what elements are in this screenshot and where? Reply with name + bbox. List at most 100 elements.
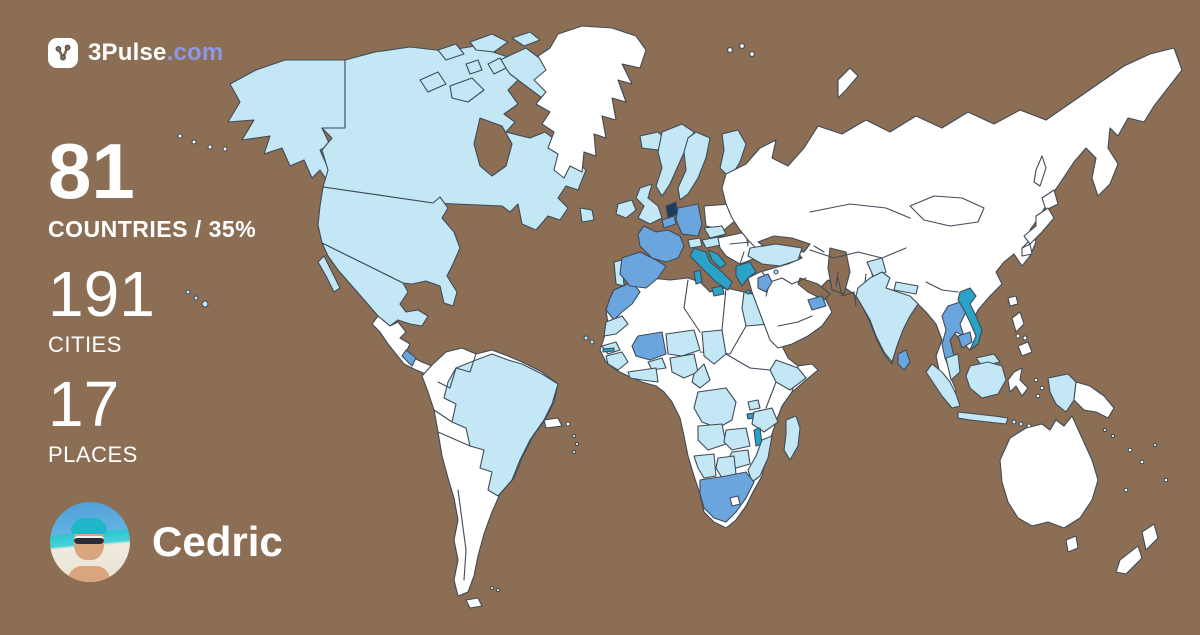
country-uganda bbox=[747, 399, 761, 411]
user-profile: Cedric bbox=[50, 502, 283, 582]
country-norway bbox=[655, 123, 695, 197]
countries-value: 81 bbox=[48, 127, 135, 215]
central-america-strip bbox=[371, 315, 433, 375]
country-cambodia bbox=[957, 331, 973, 349]
avatar-cap bbox=[71, 518, 107, 534]
cities-value: 191 bbox=[48, 258, 155, 330]
country-mexico bbox=[321, 242, 429, 327]
country-thailand bbox=[941, 301, 967, 371]
sardinia bbox=[693, 269, 703, 285]
country-spain bbox=[619, 251, 667, 289]
country-united-kingdom bbox=[635, 183, 663, 225]
region-asia bbox=[721, 43, 1183, 403]
cities-label: CITIES bbox=[48, 332, 122, 357]
country-ireland bbox=[615, 199, 637, 219]
places-value: 17 bbox=[48, 368, 120, 440]
country-greenland bbox=[533, 25, 647, 179]
indonesia-kalimantan bbox=[965, 361, 1007, 399]
tierra-del-fuego bbox=[465, 597, 483, 609]
stat-places: 17 PLACES bbox=[48, 372, 138, 468]
country-gambia bbox=[602, 347, 615, 353]
country-mali bbox=[631, 331, 667, 361]
puerto-rico bbox=[565, 421, 571, 427]
app-logo[interactable]: 3Pulse.com bbox=[48, 38, 223, 68]
region-oceania bbox=[925, 361, 1169, 575]
country-sweden bbox=[677, 131, 711, 201]
country-namibia bbox=[693, 453, 717, 479]
sulawesi bbox=[1007, 367, 1029, 397]
novaya-zemlya bbox=[837, 67, 859, 99]
indonesia-sumatra bbox=[925, 363, 961, 409]
country-croatia bbox=[707, 249, 727, 269]
new-zealand-north bbox=[1141, 523, 1159, 551]
country-turkey bbox=[747, 243, 803, 267]
country-malaysia bbox=[945, 353, 961, 381]
region-africa bbox=[599, 277, 819, 529]
countries-label: COUNTRIES / 35% bbox=[48, 216, 257, 242]
hispaniola bbox=[543, 417, 563, 429]
country-south-africa bbox=[699, 471, 755, 523]
country-nigeria bbox=[669, 353, 699, 379]
country-belgium bbox=[661, 215, 677, 229]
country-australia bbox=[999, 415, 1099, 529]
country-guinea bbox=[605, 351, 629, 371]
country-israel-jordan bbox=[757, 273, 773, 293]
hudson-bay bbox=[473, 117, 513, 177]
country-uae bbox=[807, 295, 827, 311]
country-lesotho bbox=[729, 495, 741, 507]
country-ivory-coast-ghana bbox=[627, 367, 659, 383]
country-czechia bbox=[703, 225, 727, 239]
country-brazil bbox=[443, 353, 559, 497]
baja-california bbox=[317, 255, 341, 293]
pacific-islands bbox=[1102, 427, 1169, 493]
region-europe bbox=[613, 123, 767, 297]
sicily bbox=[711, 285, 725, 297]
maluku-islands bbox=[1033, 377, 1045, 399]
country-sri-lanka bbox=[897, 349, 911, 371]
country-madagascar bbox=[783, 415, 801, 461]
philippines bbox=[1011, 311, 1033, 357]
region-south-america bbox=[421, 335, 595, 609]
region-north-america bbox=[177, 25, 647, 327]
country-cameroon bbox=[691, 363, 711, 389]
sahara-borders bbox=[683, 279, 799, 409]
japan-honshu bbox=[1023, 207, 1055, 245]
new-zealand-south bbox=[1115, 545, 1143, 575]
country-india bbox=[855, 271, 919, 363]
logo-name: 3Pulse bbox=[88, 39, 167, 66]
japan-kyushu bbox=[1021, 243, 1033, 257]
places-label: PLACES bbox=[48, 442, 138, 467]
user-name: Cedric bbox=[152, 518, 283, 565]
world-map bbox=[170, 20, 1200, 630]
cape-verde bbox=[583, 335, 595, 345]
country-vietnam bbox=[957, 287, 983, 351]
cyprus bbox=[773, 269, 779, 275]
country-nepal bbox=[893, 281, 919, 295]
japan-hokkaido bbox=[1041, 189, 1059, 211]
avatar-torso bbox=[68, 566, 110, 582]
stat-countries: 81 COUNTRIES / 35% bbox=[48, 132, 256, 243]
pulse-check-icon bbox=[48, 38, 78, 68]
country-germany bbox=[675, 203, 703, 237]
andes-borders bbox=[433, 353, 477, 581]
aleutian-islands bbox=[177, 133, 228, 152]
mongolia-border bbox=[909, 195, 985, 227]
country-tanzania bbox=[751, 407, 779, 433]
country-ethiopia bbox=[769, 359, 807, 391]
country-niger bbox=[665, 329, 701, 357]
country-france bbox=[637, 225, 685, 263]
falkland-islands bbox=[489, 585, 501, 593]
country-sakhalin bbox=[1033, 155, 1047, 187]
svalbard bbox=[727, 43, 755, 57]
country-dr-congo bbox=[693, 387, 737, 429]
country-chad bbox=[701, 329, 727, 365]
country-italy bbox=[689, 247, 733, 291]
country-switzerland bbox=[687, 237, 703, 249]
avatar[interactable] bbox=[50, 502, 130, 582]
country-angola bbox=[697, 423, 727, 451]
country-burkina-faso bbox=[647, 357, 667, 371]
logo-domain: .com bbox=[166, 39, 224, 66]
caspian-sea bbox=[827, 247, 851, 295]
indonesia-west-papua bbox=[1047, 373, 1077, 413]
crete bbox=[745, 289, 751, 295]
